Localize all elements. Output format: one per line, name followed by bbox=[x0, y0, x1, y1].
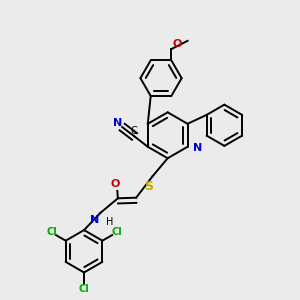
Text: Cl: Cl bbox=[46, 227, 57, 237]
Text: Cl: Cl bbox=[79, 284, 89, 294]
Text: N: N bbox=[113, 118, 122, 128]
Text: C: C bbox=[130, 126, 137, 136]
Text: S: S bbox=[144, 180, 153, 193]
Text: Cl: Cl bbox=[111, 227, 122, 237]
Text: O: O bbox=[111, 179, 120, 190]
Text: H: H bbox=[106, 217, 113, 226]
Text: N: N bbox=[193, 143, 202, 153]
Text: O: O bbox=[173, 38, 182, 49]
Text: N: N bbox=[90, 215, 99, 225]
